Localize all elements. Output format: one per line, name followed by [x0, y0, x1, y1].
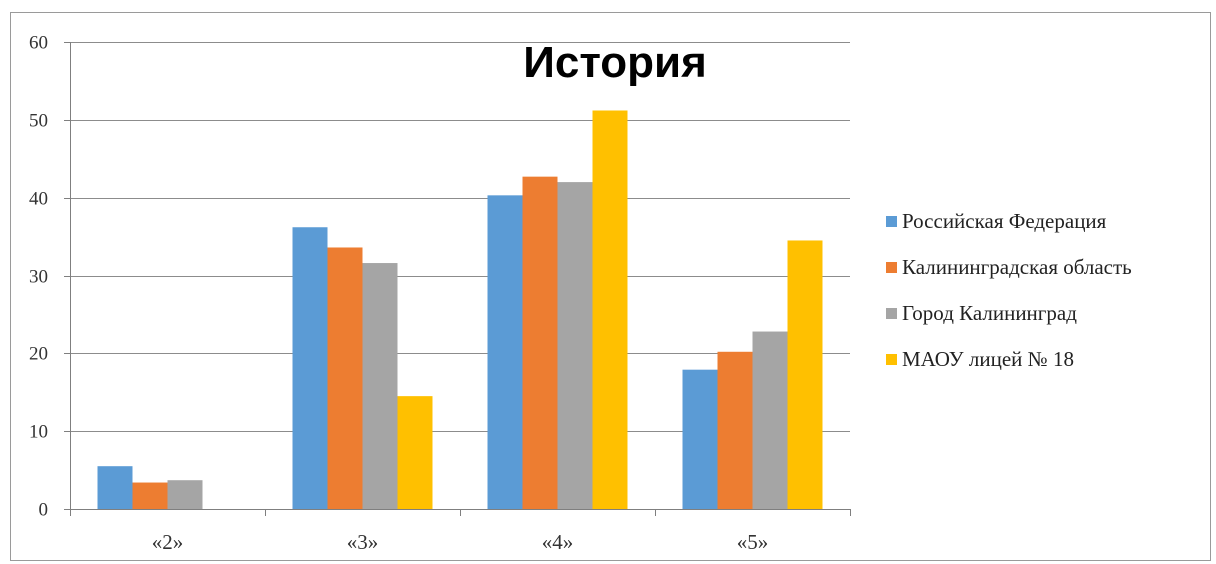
bar-1-3 [717, 351, 753, 509]
legend-swatch-1 [886, 262, 897, 273]
legend-swatch-0 [886, 216, 897, 227]
y-tick-label: 30 [29, 267, 48, 288]
bar-1-1 [327, 247, 363, 510]
x-tick-label: «3» [347, 530, 379, 554]
y-tick-label: 0 [39, 500, 49, 521]
y-tick-label: 10 [29, 422, 48, 443]
bar-1-2 [522, 176, 558, 509]
axes [64, 42, 851, 516]
bar-2-3 [752, 331, 788, 509]
legend-item-0: Российская Федерация [886, 209, 1206, 233]
y-tick-label: 20 [29, 344, 48, 365]
legend-label-2: Город Калининград [902, 301, 1077, 325]
bar-3-2 [592, 110, 628, 509]
bar-0-3 [682, 369, 718, 509]
tick-labels: 0 10 20 30 40 50 60 «2» «3» «4» «5» [29, 33, 768, 555]
x-tick-label: «4» [542, 530, 574, 554]
legend-item-1: Калининградская область [886, 255, 1206, 279]
legend: Российская Федерация Калининградская обл… [886, 209, 1206, 394]
bar-0-2 [487, 195, 523, 509]
x-tick-label: «2» [152, 530, 184, 554]
x-tick-label: «5» [737, 530, 769, 554]
bar-2-2 [557, 182, 593, 509]
y-tick-label: 60 [29, 33, 48, 54]
bar-3-1 [397, 396, 433, 509]
legend-label-1: Калининградская область [902, 255, 1132, 279]
legend-label-0: Российская Федерация [902, 209, 1107, 233]
bar-2-0 [167, 480, 203, 509]
bar-0-1 [292, 227, 328, 509]
y-tick-label: 50 [29, 111, 48, 132]
legend-swatch-3 [886, 354, 897, 365]
bar-1-0 [132, 482, 168, 509]
bar-0-0 [97, 466, 133, 509]
bar-2-1 [362, 263, 398, 509]
y-tick-label: 40 [29, 189, 48, 210]
legend-item-3: МАОУ лицей № 18 [886, 347, 1206, 371]
legend-swatch-2 [886, 308, 897, 319]
bars [97, 110, 823, 510]
bar-3-3 [787, 240, 823, 509]
chart-title: История [523, 38, 707, 87]
legend-label-3: МАОУ лицей № 18 [902, 347, 1074, 371]
legend-item-2: Город Калининград [886, 301, 1206, 325]
